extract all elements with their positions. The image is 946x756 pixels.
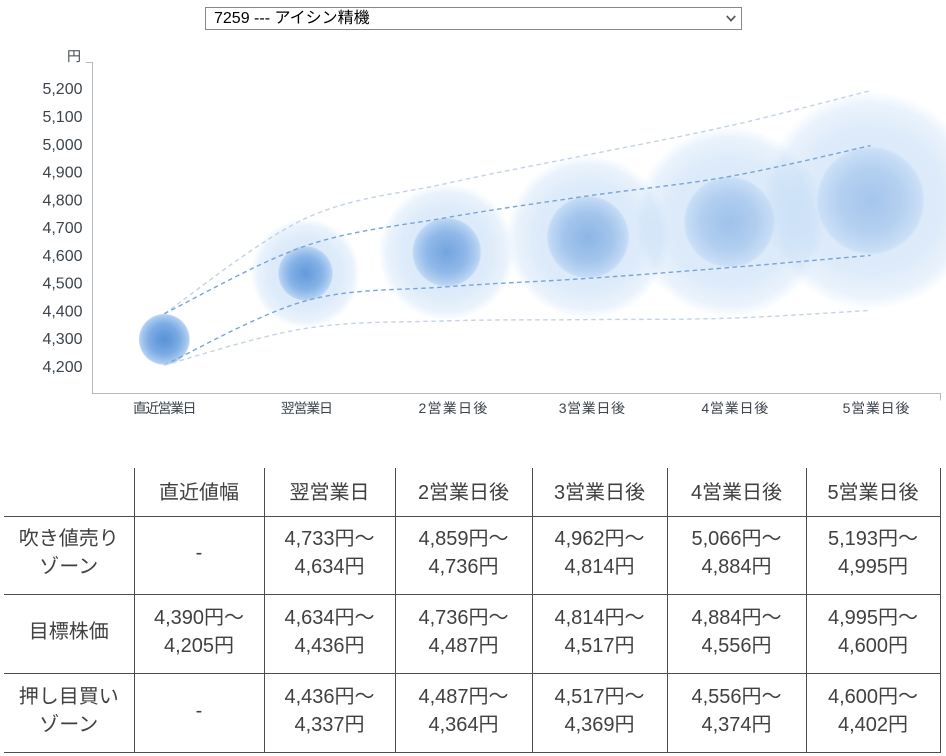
svg-text:直近営業日: 直近営業日: [133, 400, 197, 416]
svg-text:4,900: 4,900: [42, 165, 82, 182]
svg-text:4,500: 4,500: [42, 276, 82, 293]
svg-text:4,400: 4,400: [42, 303, 82, 320]
svg-text:4,600: 4,600: [42, 248, 82, 265]
svg-text:5,000: 5,000: [42, 137, 82, 154]
svg-text:4,800: 4,800: [42, 192, 82, 209]
svg-text:4,300: 4,300: [42, 331, 82, 348]
svg-text:5営業日後: 5営業日後: [843, 400, 910, 416]
svg-text:3営業日後: 3営業日後: [559, 400, 625, 416]
svg-text:円: 円: [67, 48, 81, 64]
svg-text:4,700: 4,700: [42, 220, 82, 237]
svg-text:翌営業日: 翌営業日: [281, 400, 333, 416]
svg-text:4,200: 4,200: [42, 359, 82, 376]
svg-text:2営業日後: 2営業日後: [419, 400, 488, 416]
svg-text:4営業日後: 4営業日後: [701, 400, 768, 416]
svg-text:5,200: 5,200: [42, 81, 82, 98]
svg-text:5,100: 5,100: [42, 109, 82, 126]
